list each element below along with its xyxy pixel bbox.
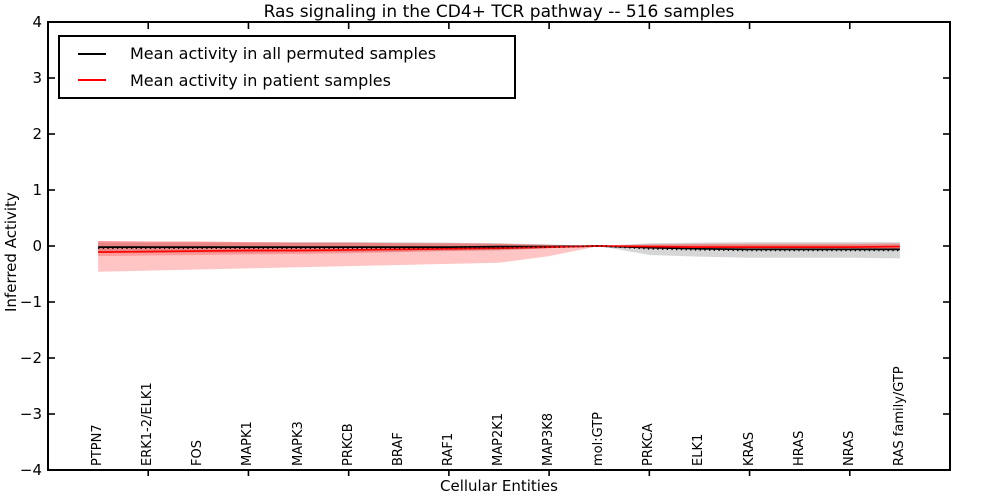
x-ticks-top: [147, 22, 851, 29]
x-entity-label: PTPN7: [90, 424, 106, 466]
x-entity-label: MAP3K8: [541, 412, 557, 466]
y-tick-label: 2: [32, 124, 42, 143]
x-entity-label: RAF1: [440, 432, 456, 466]
x-entity-label: BRAF: [390, 432, 406, 466]
x-entity-label: NRAS: [841, 430, 857, 466]
x-entity-label: HRAS: [791, 430, 807, 466]
legend-label-permuted: Mean activity in all permuted samples: [130, 44, 437, 64]
y-tick-label: −1: [19, 292, 42, 311]
y-tick-label: 4: [32, 12, 42, 31]
x-entity-label: KRAS: [741, 431, 757, 466]
x-entity-label: ELK1: [691, 433, 707, 466]
y-tick-label: 0: [32, 236, 42, 255]
bands: [98, 240, 900, 272]
permuted-band: [98, 242, 900, 259]
patient-line-sample: [78, 79, 106, 82]
x-entity-label: PRKCA: [641, 423, 657, 466]
x-entity-label: mol:GTP: [591, 412, 607, 466]
y-tick-label: −4: [19, 460, 42, 479]
y-ticks-left: [48, 21, 55, 471]
x-entity-label: PRKCB: [340, 423, 356, 466]
y-tick-label: −3: [19, 404, 42, 423]
x-entity-label: FOS: [190, 440, 206, 466]
y-tick-label: −2: [19, 348, 42, 367]
legend: Mean activity in all permuted samples Me…: [58, 35, 516, 99]
y-ticks-right: [943, 21, 950, 471]
legend-item-patient: Mean activity in patient samples: [60, 71, 514, 90]
permuted-mean-line: [98, 245, 900, 251]
x-entity-label: MAPK1: [240, 421, 256, 466]
y-tick-label: 1: [32, 180, 42, 199]
y-tick-label: 3: [32, 68, 42, 87]
x-entity-label: RAS family/GTP: [891, 366, 907, 466]
x-entity-label: ERK1-2/ELK1: [140, 382, 156, 466]
x-axis-label: Cellular Entities: [440, 477, 558, 495]
x-ticks-bottom: [147, 470, 851, 476]
legend-label-patient: Mean activity in patient samples: [130, 70, 391, 90]
patient-mean-line: [98, 245, 900, 254]
chart-title: Ras signaling in the CD4+ TCR pathway --…: [263, 2, 735, 22]
permuted-line-sample: [78, 52, 106, 55]
x-entity-label: MAPK3: [290, 421, 306, 466]
dotted-overlay-line: [98, 245, 900, 252]
x-entity-label: MAP2K1: [491, 412, 506, 466]
legend-item-permuted: Mean activity in all permuted samples: [60, 44, 514, 63]
